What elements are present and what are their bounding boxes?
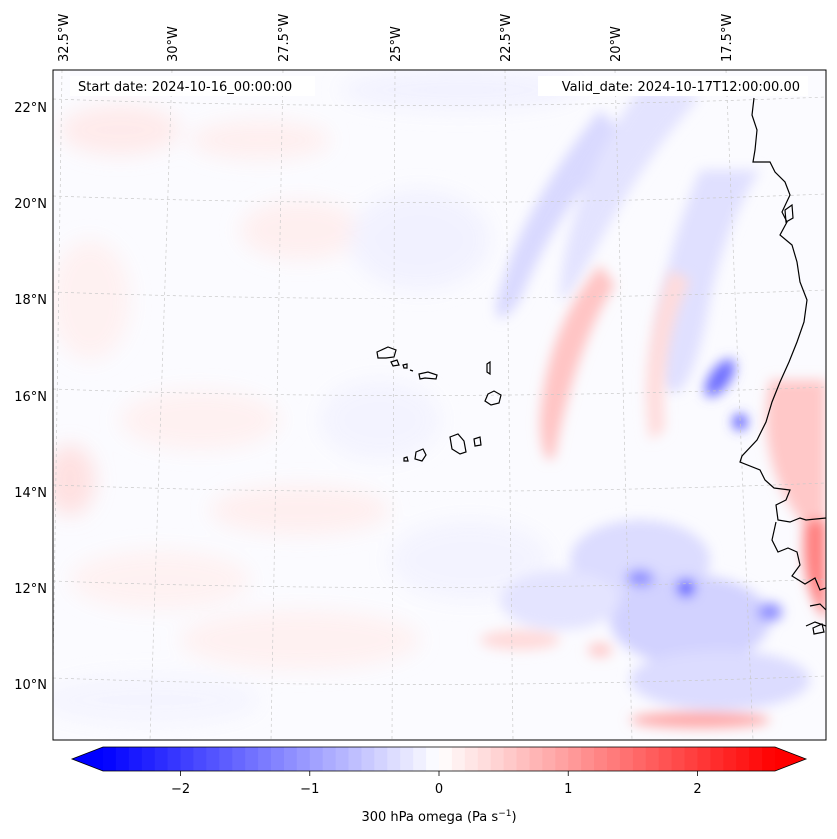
latitude-labels: 22°N 20°N 18°N 16°N 14°N 12°N 10°N xyxy=(14,101,47,693)
colorbar-bin xyxy=(296,747,311,771)
lat-label: 22°N xyxy=(14,101,47,116)
lon-label: 27.5°W xyxy=(277,14,292,62)
colorbar-bin xyxy=(568,747,582,771)
colorbar-bin xyxy=(400,747,414,771)
west-african-coastline xyxy=(739,97,826,635)
colorbar-bin xyxy=(671,747,686,771)
lat-label: 16°N xyxy=(14,390,47,405)
colorbar-bin xyxy=(477,747,492,771)
colorbar-bin xyxy=(128,747,143,771)
colorbar-bin xyxy=(464,747,479,771)
map-header: Start date: 2024-10-16_00:00:00 Valid_da… xyxy=(70,76,808,96)
colorbar-bin xyxy=(749,747,763,771)
colorbar-bin xyxy=(516,747,531,771)
colorbar-bins xyxy=(103,747,776,771)
colorbar-tick-label: 0 xyxy=(435,782,443,797)
colorbar-bin xyxy=(309,747,324,771)
start-date-label: Start date: 2024-10-16_00:00:00 xyxy=(78,80,292,95)
colorbar-bin xyxy=(645,747,660,771)
colorbar-bin xyxy=(232,747,246,771)
colorbar-bin xyxy=(413,747,427,771)
lon-label: 20°W xyxy=(609,26,624,62)
colorbar-bin xyxy=(542,747,556,771)
colorbar-bin xyxy=(581,747,595,771)
colorbar-bin xyxy=(348,747,363,771)
colorbar-tick-label: 1 xyxy=(564,782,572,797)
colorbar-bin xyxy=(154,747,169,771)
graticule xyxy=(53,70,826,740)
colorbar-bin xyxy=(619,747,634,771)
colorbar-outline xyxy=(70,746,808,772)
colorbar-bin xyxy=(490,747,505,771)
colorbar-bin xyxy=(594,747,608,771)
colorbar-bin xyxy=(193,747,207,771)
colorbar-bin xyxy=(762,747,776,771)
colorbar-bin xyxy=(335,747,350,771)
colorbar-extend-max xyxy=(775,747,806,771)
colorbar-bin xyxy=(387,747,401,771)
valid-date-label: Valid_date: 2024-10-17T12:00:00.00 xyxy=(562,80,800,95)
colorbar-bin xyxy=(258,747,272,771)
colorbar-bin xyxy=(374,747,388,771)
colorbar-bin xyxy=(426,747,440,771)
colorbar-bin xyxy=(206,747,220,771)
map-panel xyxy=(53,70,826,740)
longitude-labels: 32.5°W 30°W 27.5°W 25°W 22.5°W 20°W 17.5… xyxy=(57,14,735,62)
colorbar-bin xyxy=(555,747,569,771)
colorbar-bin xyxy=(658,747,673,771)
colorbar-bin xyxy=(115,747,130,771)
lon-label: 25°W xyxy=(389,26,404,62)
lat-label: 10°N xyxy=(14,678,47,693)
colorbar-label: 300 hPa omega (Pa s−1) xyxy=(361,809,516,825)
lat-label: 20°N xyxy=(14,197,47,212)
colorbar-bin xyxy=(736,747,750,771)
colorbar-bin xyxy=(180,747,195,771)
colorbar-bin xyxy=(271,747,285,771)
lat-label: 18°N xyxy=(14,293,47,308)
colorbar-bin xyxy=(245,747,259,771)
colorbar-bin xyxy=(710,747,724,771)
colorbar: −2 −1 0 1 2 300 hPa omega (Pa s−1) xyxy=(70,746,808,825)
colorbar-bin xyxy=(451,747,466,771)
omega-field xyxy=(53,70,826,728)
colorbar-bin xyxy=(607,747,621,771)
lon-label: 30°W xyxy=(166,26,181,62)
colorbar-tick-label: −1 xyxy=(300,782,319,797)
colorbar-tick-label: −2 xyxy=(171,782,190,797)
colorbar-bin xyxy=(684,747,699,771)
colorbar-bin xyxy=(322,747,337,771)
lon-label: 22.5°W xyxy=(499,14,514,62)
lat-label: 14°N xyxy=(14,486,47,501)
colorbar-bin xyxy=(361,747,375,771)
lon-label: 17.5°W xyxy=(720,14,735,62)
colorbar-bin xyxy=(103,747,117,771)
lat-label: 12°N xyxy=(14,582,47,597)
colorbar-bin xyxy=(697,747,711,771)
map-frame xyxy=(52,69,827,741)
colorbar-tick-label: 2 xyxy=(693,782,701,797)
lon-label: 32.5°W xyxy=(57,14,72,62)
colorbar-bin xyxy=(439,747,453,771)
cape-verde-islands xyxy=(376,346,502,462)
colorbar-bin xyxy=(141,747,156,771)
colorbar-bin xyxy=(283,747,298,771)
colorbar-bin xyxy=(219,747,233,771)
colorbar-extend-min xyxy=(72,747,103,771)
colorbar-bin xyxy=(632,747,647,771)
colorbar-bin xyxy=(529,747,543,771)
colorbar-bin xyxy=(503,747,518,771)
colorbar-ticks: −2 −1 0 1 2 xyxy=(171,771,702,797)
colorbar-bin xyxy=(167,747,182,771)
colorbar-bin xyxy=(723,747,737,771)
